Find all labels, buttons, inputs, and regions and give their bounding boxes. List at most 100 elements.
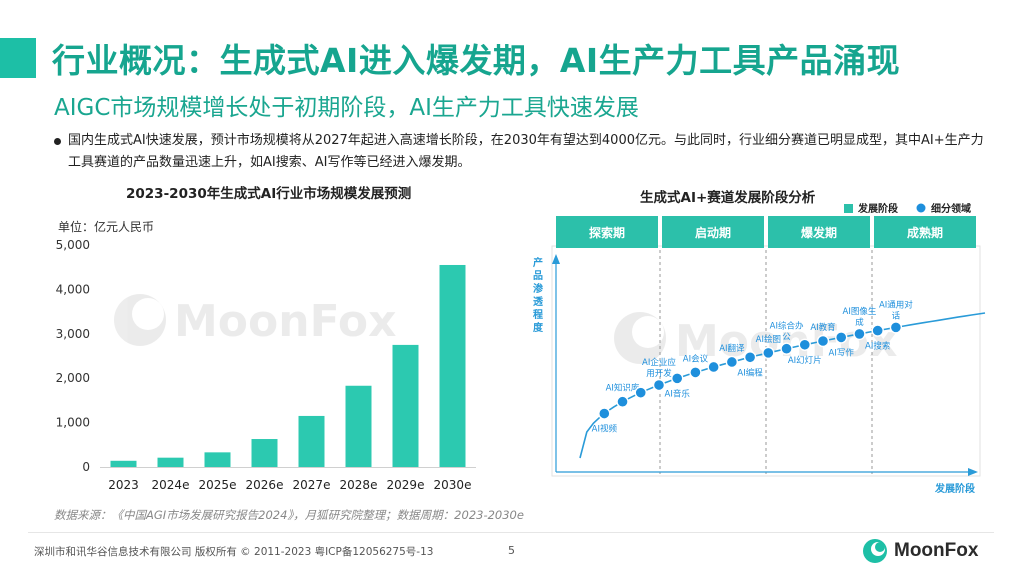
stage-label: 启动期 — [695, 225, 731, 240]
page-subtitle: AIGC市场规模增长处于初期阶段，AI生产力工具快速发展 — [54, 95, 639, 121]
bar — [110, 460, 137, 467]
y-tick-label: 4,000 — [56, 282, 90, 296]
watermark-text: MoonFox — [675, 316, 897, 367]
segment-label: AI视频 — [592, 424, 618, 435]
segment-label-line: AI图像生 — [843, 306, 877, 317]
watermark-logo-icon — [614, 312, 666, 364]
watermark-logo-cut — [132, 298, 164, 330]
legend-square-icon — [844, 204, 853, 213]
segment-label-line: 公 — [782, 333, 791, 343]
segment-dot — [652, 378, 666, 392]
footer-divider — [28, 532, 994, 533]
bar — [298, 415, 325, 467]
bullet-dot — [54, 138, 61, 145]
page-number: 5 — [508, 544, 515, 557]
y-axis-arrow-icon — [552, 254, 560, 264]
y-axis-label-char: 产 — [533, 256, 543, 269]
segment-dot — [798, 338, 811, 351]
y-axis-label-char: 品 — [533, 270, 543, 282]
segment-label-line: 话 — [892, 310, 901, 321]
moonfox-logo-icon — [863, 539, 887, 563]
segment-label: AI翻译 — [719, 344, 745, 354]
x-axis-arrow-icon — [968, 468, 978, 476]
y-axis-label-char: 透 — [533, 295, 544, 308]
watermark-text: MoonFox — [174, 296, 396, 347]
segment-label: AI企业应用开发 — [642, 357, 676, 379]
brand-logo: MoonFox — [862, 536, 978, 566]
y-tick-label: 2,000 — [56, 371, 90, 385]
segment-dot — [816, 334, 830, 348]
segment-label: AI综合办公 — [770, 321, 804, 343]
summary-text: 国内生成式AI快速发展，预计市场规模将从2027年起进入高速增长阶段，在2030… — [68, 133, 984, 170]
x-tick-label: 2024e — [152, 478, 190, 492]
chart-unit-label: 单位：亿元人民币 — [58, 220, 155, 234]
x-tick-label: 2030e — [434, 478, 472, 492]
segment-dot — [670, 372, 684, 385]
segment-label-line: AI通用对 — [879, 299, 913, 310]
y-tick-label: 0 — [82, 460, 90, 474]
page-title: 行业概况：生成式AI进入爆发期，AI生产力工具产品涌现 — [52, 41, 901, 80]
segment-label: AI幻灯片 — [788, 355, 822, 366]
y-axis-label-char: 度 — [533, 321, 544, 334]
y-tick-label: 1,000 — [56, 416, 90, 430]
segment-label: AI知识库 — [606, 383, 640, 394]
stage-label: 爆发期 — [801, 225, 837, 240]
y-axis-label-char: 程 — [533, 308, 543, 321]
bar — [157, 457, 184, 467]
segment-label: AI教育 — [810, 322, 835, 333]
bar — [345, 385, 372, 467]
title-accent-bar — [0, 38, 36, 78]
bar — [251, 439, 278, 467]
watermark: MoonFox — [614, 312, 897, 367]
segment-label-line: AI综合办 — [770, 321, 804, 332]
segment-dot — [762, 346, 775, 360]
segment-dot — [707, 360, 720, 374]
segment-label: AI搜索 — [865, 341, 890, 352]
watermark: MoonFox — [114, 294, 396, 347]
legend-label: 发展阶段 — [857, 202, 898, 215]
summary-bullet: 国内生成式AI快速发展，预计市场规模将从2027年起进入高速增长阶段，在2030… — [54, 130, 994, 174]
segment-dot — [780, 342, 793, 355]
stage-box — [874, 216, 976, 248]
watermark-logo-icon — [114, 294, 166, 346]
segment-label: AI写作 — [829, 347, 855, 358]
watermark-logo-cut — [632, 316, 664, 348]
y-tick-label: 3,000 — [56, 327, 90, 341]
legend-label: 细分领域 — [931, 202, 971, 215]
segment-dot — [598, 407, 611, 420]
segment-dot — [634, 386, 647, 399]
segment-dot — [689, 366, 702, 379]
segment-dot — [871, 324, 884, 337]
segment-label: AI会议 — [683, 353, 709, 364]
stage-box — [768, 216, 870, 248]
stage-label: 探索期 — [589, 225, 625, 240]
x-tick-label: 2025e — [199, 478, 237, 492]
x-axis-label: 发展阶段 — [934, 482, 975, 495]
segment-dot — [616, 395, 629, 408]
x-tick-label: 2029e — [387, 478, 425, 492]
segment-label: AI编程 — [737, 367, 763, 378]
stage-box — [662, 216, 764, 248]
stage-box — [556, 216, 658, 248]
brand-name: MoonFox — [894, 540, 979, 561]
segment-label-line: 成 — [855, 317, 864, 328]
bar — [439, 264, 466, 467]
segment-label: AI通用对话 — [879, 299, 913, 321]
y-tick-label: 5,000 — [56, 238, 90, 252]
y-axis-label-char: 渗 — [533, 282, 544, 295]
market-size-bar-chart: MoonFox 0 1,000 2,000 3,000 4,000 5,000 2023 202… — [56, 238, 476, 492]
segment-label-line: 用开发 — [646, 368, 672, 379]
x-tick-label: 2023 — [108, 478, 139, 492]
x-tick-label: 2028e — [340, 478, 378, 492]
segment-label: AI图像生成 — [843, 306, 877, 328]
bar — [392, 344, 419, 467]
segment-dot — [889, 321, 903, 334]
segment-dot — [743, 351, 757, 364]
left-chart-title: 2023-2030年生成式AI行业市场规模发展预测 — [126, 186, 412, 202]
data-source-note: 数据来源：《中国AGI市场发展研究报告2024》，月狐研究院整理；数据周期：20… — [54, 508, 524, 522]
segment-dot — [835, 331, 848, 344]
stage-label: 成熟期 — [907, 225, 943, 240]
legend-circle-icon — [916, 203, 926, 213]
segment-label: AI音乐 — [665, 388, 691, 399]
